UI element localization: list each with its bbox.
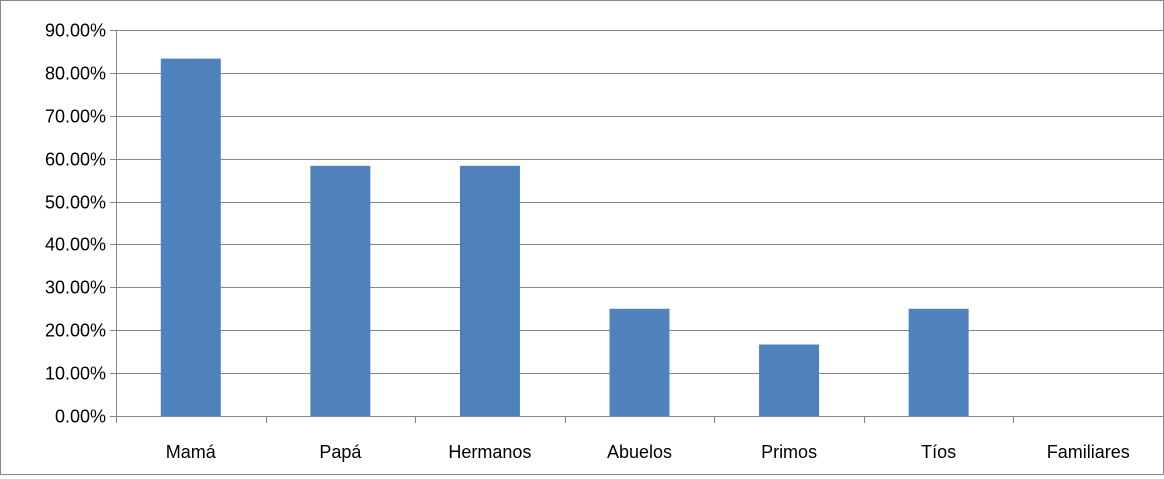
x-tick-label: Mamá	[166, 442, 217, 462]
bar-abuelos	[609, 308, 670, 416]
x-tick-label: Hermanos	[448, 442, 531, 462]
x-tick-label: Tíos	[921, 442, 956, 462]
y-tick-label: 30.00%	[45, 278, 106, 298]
gridlines	[116, 30, 1163, 374]
y-tick-label: 60.00%	[45, 150, 106, 170]
bar-primos	[759, 344, 820, 416]
bar-hermanos	[459, 165, 520, 416]
y-tick-label: 40.00%	[45, 235, 106, 255]
y-tick-label: 0.00%	[55, 407, 106, 427]
y-tick-label: 70.00%	[45, 107, 106, 127]
axes	[110, 30, 1164, 423]
bar-papá	[310, 165, 371, 416]
y-tick-label: 90.00%	[45, 21, 106, 41]
y-tick-label: 80.00%	[45, 64, 106, 84]
y-tick-label: 50.00%	[45, 193, 106, 213]
x-tick-label: Primos	[761, 442, 817, 462]
x-tick-label: Abuelos	[607, 442, 672, 462]
x-tick-label: Familiares	[1047, 442, 1130, 462]
bars	[160, 58, 969, 417]
bar-mamá	[160, 58, 221, 417]
x-tick-labels: Mamá Papá Hermanos Abuelos Primos Tíos Familia…	[166, 442, 1130, 462]
bar-tíos	[908, 308, 969, 416]
y-tick-label: 10.00%	[45, 364, 106, 384]
y-tick-label: 20.00%	[45, 321, 106, 341]
x-tick-label: Papá	[319, 442, 362, 462]
y-tick-labels: 0.00% 10.00% 20.00% 30.00% 40.00% 50.00% 60.00…	[45, 21, 106, 427]
